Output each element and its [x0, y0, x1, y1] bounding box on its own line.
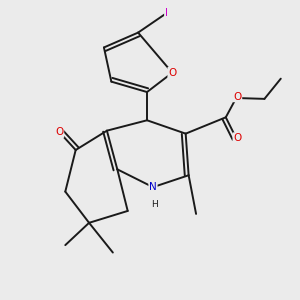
- Text: O: O: [233, 92, 242, 101]
- Text: N: N: [149, 182, 157, 192]
- Text: I: I: [165, 8, 168, 18]
- Text: O: O: [55, 127, 64, 137]
- Text: O: O: [233, 133, 242, 143]
- Text: O: O: [168, 68, 176, 78]
- Text: H: H: [151, 200, 158, 209]
